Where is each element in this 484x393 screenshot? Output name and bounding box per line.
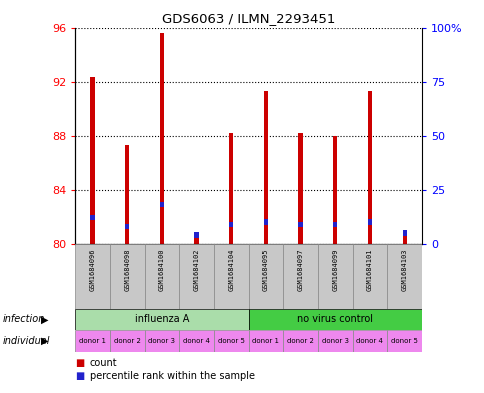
Text: ▶: ▶ xyxy=(41,314,48,324)
Text: GSM1684104: GSM1684104 xyxy=(228,249,234,291)
Bar xyxy=(298,133,302,244)
Bar xyxy=(144,244,179,309)
Bar xyxy=(352,330,386,352)
Text: GSM1684103: GSM1684103 xyxy=(401,249,407,291)
Bar xyxy=(352,244,386,309)
Text: donor 3: donor 3 xyxy=(321,338,348,344)
Bar xyxy=(248,330,283,352)
Bar xyxy=(263,91,268,244)
Title: GDS6063 / ILMN_2293451: GDS6063 / ILMN_2293451 xyxy=(162,12,334,25)
Bar xyxy=(213,330,248,352)
Text: individual: individual xyxy=(2,336,50,346)
Text: donor 2: donor 2 xyxy=(114,338,140,344)
Text: donor 4: donor 4 xyxy=(183,338,210,344)
Text: ▶: ▶ xyxy=(41,336,48,346)
Bar xyxy=(402,235,406,244)
Text: count: count xyxy=(90,358,117,368)
Text: GSM1684099: GSM1684099 xyxy=(332,249,337,291)
Text: infection: infection xyxy=(2,314,45,324)
Bar xyxy=(283,244,318,309)
Bar xyxy=(125,145,129,244)
Bar xyxy=(228,133,233,244)
Text: ■: ■ xyxy=(75,358,84,368)
Bar xyxy=(228,222,233,227)
Bar xyxy=(109,244,144,309)
Text: donor 1: donor 1 xyxy=(252,338,279,344)
Text: GSM1684102: GSM1684102 xyxy=(193,249,199,291)
Bar xyxy=(194,237,198,244)
Bar xyxy=(263,219,268,225)
Bar xyxy=(109,330,144,352)
Bar xyxy=(386,244,421,309)
Text: influenza A: influenza A xyxy=(135,314,189,324)
Bar xyxy=(367,91,371,244)
Bar xyxy=(333,136,337,244)
Bar xyxy=(75,330,109,352)
Bar xyxy=(90,77,94,244)
Text: donor 2: donor 2 xyxy=(287,338,313,344)
Text: ■: ■ xyxy=(75,371,84,381)
Bar xyxy=(248,309,421,330)
Bar xyxy=(367,219,371,225)
Text: donor 1: donor 1 xyxy=(79,338,106,344)
Bar xyxy=(386,330,421,352)
Bar xyxy=(179,244,213,309)
Bar xyxy=(194,232,198,238)
Bar xyxy=(298,222,302,227)
Text: percentile rank within the sample: percentile rank within the sample xyxy=(90,371,254,381)
Bar xyxy=(213,244,248,309)
Text: GSM1684097: GSM1684097 xyxy=(297,249,303,291)
Bar xyxy=(144,330,179,352)
Text: donor 4: donor 4 xyxy=(356,338,382,344)
Bar xyxy=(75,244,109,309)
Bar xyxy=(159,33,164,244)
Text: donor 5: donor 5 xyxy=(391,338,417,344)
Text: GSM1684098: GSM1684098 xyxy=(124,249,130,291)
Bar xyxy=(125,224,129,229)
Bar xyxy=(318,244,352,309)
Bar xyxy=(248,244,283,309)
Text: no virus control: no virus control xyxy=(297,314,373,324)
Bar xyxy=(402,230,406,235)
Bar xyxy=(318,330,352,352)
Bar xyxy=(283,330,318,352)
Bar xyxy=(75,309,248,330)
Text: GSM1684101: GSM1684101 xyxy=(366,249,372,291)
Bar xyxy=(159,202,164,208)
Text: GSM1684100: GSM1684100 xyxy=(159,249,165,291)
Bar xyxy=(179,330,213,352)
Bar xyxy=(90,215,94,220)
Text: donor 5: donor 5 xyxy=(217,338,244,344)
Text: donor 3: donor 3 xyxy=(148,338,175,344)
Bar xyxy=(333,222,337,227)
Text: GSM1684096: GSM1684096 xyxy=(90,249,95,291)
Text: GSM1684095: GSM1684095 xyxy=(262,249,268,291)
